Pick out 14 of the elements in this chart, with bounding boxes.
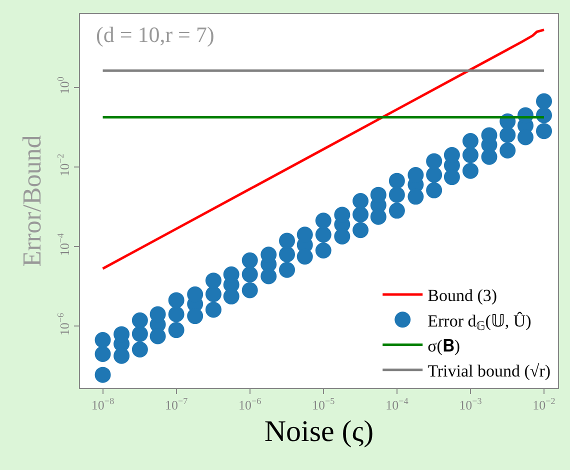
x-axis-title: Noise (ς): [264, 415, 374, 448]
x-tick-label: 10$^{−4}$: [386, 396, 409, 413]
annotation: (d = 10,r = 7): [96, 22, 214, 47]
legend-label: Bound (3): [428, 286, 498, 306]
x-tick-label: 10$^{−5}$: [312, 396, 336, 413]
x-tick-label: 10$^{−2}$: [532, 396, 556, 413]
y-axis-title: Error/Bound: [18, 135, 47, 267]
legend-label: Trivial bound (√r): [428, 361, 551, 380]
x-tick-label: 10$^{−7}$: [164, 396, 188, 413]
x-tick-label: 10$^{−8}$: [91, 396, 115, 413]
x-tick-label: 10$^{−3}$: [459, 396, 482, 413]
x-tick-label: 10$^{−6}$: [238, 396, 262, 413]
legend-label: σ(𝐁): [428, 336, 460, 356]
legend-label: Error d$_{𝔾}$(𝕌, Û): [428, 311, 532, 333]
